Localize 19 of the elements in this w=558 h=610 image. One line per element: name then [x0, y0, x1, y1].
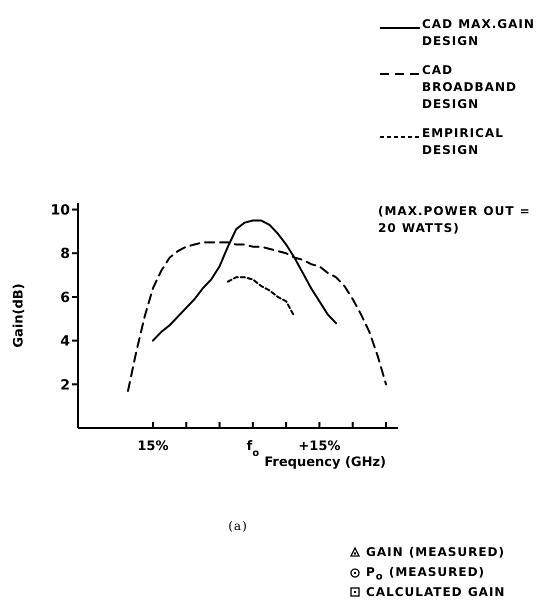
legend-label: CAD MAX.GAIN DESIGN	[422, 16, 536, 50]
legend-label: EMPIRICAL DESIGN	[422, 125, 505, 159]
y-tick-label: 10	[50, 202, 70, 219]
y-tick-label: 4	[60, 334, 70, 350]
y-tick-label: 2	[60, 377, 70, 394]
y-tick-label: 8	[60, 246, 70, 262]
text: P$_{o}$ (MEASURED)	[366, 565, 486, 582]
y-tick-label: 6	[60, 290, 70, 306]
line-series	[226, 276, 296, 318]
annotation: (MAX.POWER OUT = 20 WATTS)	[378, 204, 531, 235]
x-tick-label: 15%	[137, 439, 169, 454]
legend-label: CAD BROADBAND DESIGN	[422, 62, 518, 113]
text: (a)	[228, 519, 248, 533]
x-axis-title: Frequency (GHz)	[264, 455, 386, 470]
x-tick-label: f$_{o}$	[246, 439, 260, 458]
text: GAIN (MEASURED)	[366, 545, 506, 559]
y-axis-title: Gain(dB)	[12, 283, 27, 348]
x-tick-label: +15%	[298, 439, 340, 454]
text: CALCULATED GAIN	[366, 585, 506, 599]
